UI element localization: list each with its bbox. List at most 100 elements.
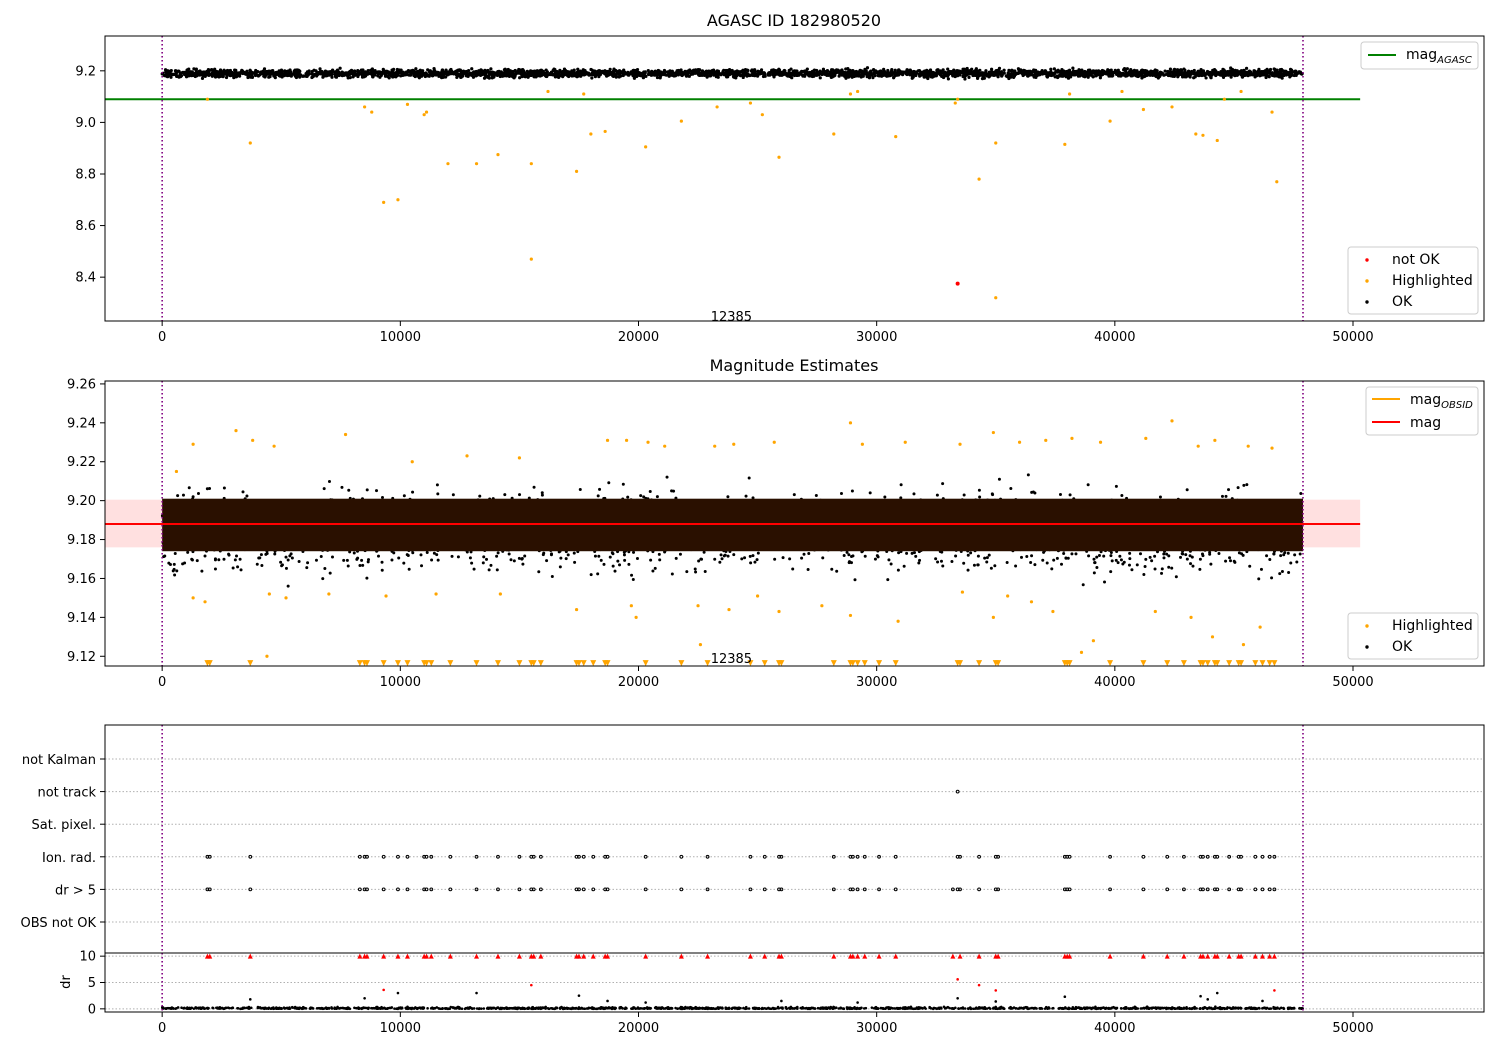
ok-point: [852, 72, 856, 76]
ok-point: [255, 562, 259, 566]
ok-point: [1165, 72, 1169, 76]
ok-point: [768, 73, 772, 77]
ok-point: [319, 554, 323, 558]
legend-highlighted: Highlighted: [1392, 273, 1473, 289]
ok-point: [639, 494, 643, 498]
ok-point: [837, 74, 841, 78]
ok-point: [815, 68, 819, 73]
ok-point: [1095, 565, 1099, 569]
ok-point: [1168, 67, 1173, 71]
ok-point: [673, 73, 678, 77]
ok-point: [217, 71, 221, 75]
ok-point: [369, 68, 373, 72]
highlighted-point: [777, 155, 781, 159]
ok-point: [1158, 495, 1162, 499]
ok-point: [744, 494, 748, 498]
ok-point: [1244, 73, 1248, 77]
ok-point: [962, 561, 966, 565]
ok-point: [800, 73, 805, 77]
ok-point: [821, 67, 826, 71]
ok-point: [1229, 75, 1233, 79]
ok-point: [998, 72, 1002, 76]
ok-point: [1223, 70, 1227, 74]
ok-point: [553, 72, 557, 76]
ok-point: [1039, 70, 1043, 74]
ok-point: [700, 71, 704, 75]
ok-point: [512, 76, 516, 80]
ok-point: [193, 72, 197, 76]
ok-point: [934, 557, 938, 561]
ok-point: [549, 71, 553, 75]
ok-point: [1076, 72, 1080, 76]
highlighted-point: [748, 101, 753, 105]
ok-point: [244, 72, 248, 76]
ok-point: [589, 67, 593, 72]
ok-point: [575, 71, 579, 75]
ok-point: [873, 69, 877, 73]
ok-point: [1202, 73, 1207, 78]
ok-point: [770, 68, 774, 72]
ok-point: [203, 554, 207, 558]
ok-point: [679, 68, 683, 72]
ok-point: [690, 71, 694, 76]
ok-point: [1241, 70, 1245, 74]
ok-point: [380, 560, 384, 564]
ok-point: [173, 573, 177, 577]
highlighted-point: [1141, 107, 1146, 112]
ok-point: [694, 570, 698, 574]
ok-point: [1071, 66, 1075, 70]
ok-point: [1293, 553, 1297, 557]
ok-point: [328, 571, 332, 575]
ok-point: [753, 72, 758, 76]
ok-point: [166, 70, 170, 74]
ok-point: [200, 76, 205, 80]
ok-point: [631, 577, 635, 581]
ok-point: [422, 72, 427, 77]
ok-point: [1150, 559, 1154, 563]
ok-point: [358, 564, 362, 568]
ok-point: [330, 75, 334, 79]
ok-point: [523, 71, 527, 75]
ok-point: [985, 556, 989, 560]
ok-point: [1097, 553, 1101, 557]
ok-point: [1214, 71, 1218, 75]
ok-point: [232, 76, 236, 80]
ok-point: [459, 75, 463, 79]
estimates-plot-area: 0 10000 20000 30000 40000 500009.129.149.169.…: [67, 377, 1374, 690]
ok-point: [895, 73, 899, 77]
ok-point: [1298, 71, 1302, 75]
ok-point: [1135, 563, 1139, 567]
ok-point: [213, 557, 217, 561]
ok-point: [327, 479, 331, 483]
ok-point: [757, 71, 761, 75]
ok-point: [839, 492, 843, 496]
ok-point: [567, 74, 571, 79]
ok-point: [245, 69, 249, 73]
ok-point: [1092, 557, 1096, 561]
ok-point: [576, 74, 580, 78]
ok-point: [1010, 68, 1014, 72]
ok-point: [850, 69, 854, 73]
ok-point: [873, 557, 877, 561]
ok-point: [897, 68, 901, 72]
ok-point: [311, 74, 315, 79]
highlighted-point: [589, 132, 593, 136]
ok-point: [902, 70, 906, 74]
ok-point: [1002, 68, 1006, 72]
ok-point: [1172, 67, 1177, 71]
x-tick-label: 40000: [1094, 330, 1135, 345]
ok-point: [1299, 491, 1303, 495]
ok-point: [1143, 565, 1147, 569]
ok-point: [321, 75, 325, 79]
ok-point: [725, 70, 729, 74]
ok-point: [1034, 72, 1038, 77]
ok-point: [225, 69, 230, 74]
ok-point: [521, 562, 525, 566]
ok-point: [989, 67, 994, 71]
highlighted-point: [205, 97, 210, 101]
ok-point: [183, 70, 187, 74]
ok-point: [870, 73, 874, 77]
ok-point: [928, 70, 932, 74]
ok-point: [899, 72, 903, 76]
ok-point: [985, 560, 989, 564]
